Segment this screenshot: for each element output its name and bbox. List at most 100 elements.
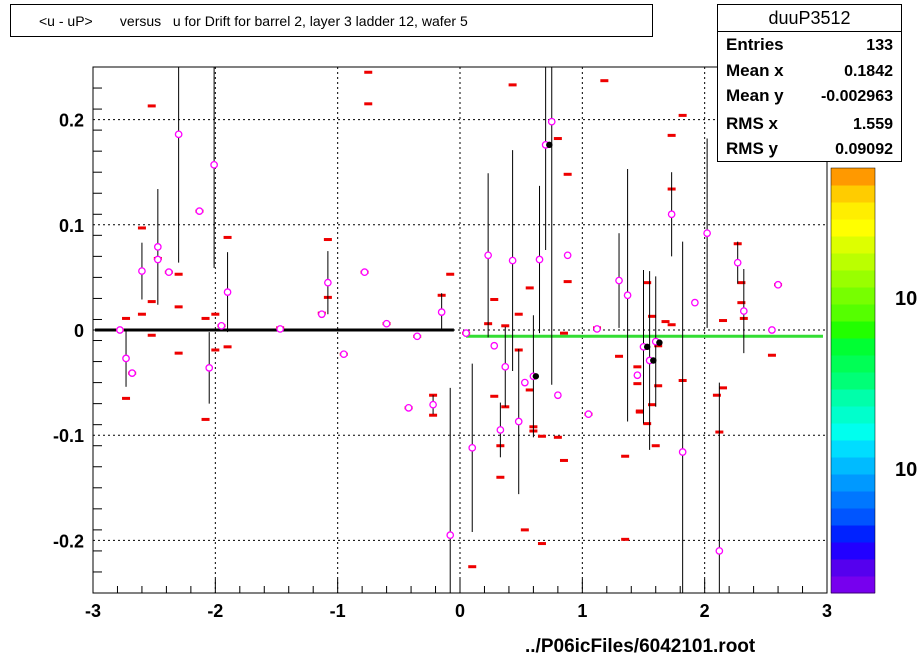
data-point xyxy=(633,371,642,380)
bin-marker xyxy=(559,331,568,335)
stats-value: 133 xyxy=(866,37,893,54)
data-point xyxy=(584,410,593,419)
data-point xyxy=(547,117,556,126)
palette-cell xyxy=(831,355,875,373)
bin-marker xyxy=(667,323,676,327)
bin-marker xyxy=(737,281,746,285)
data-point xyxy=(733,258,742,267)
palette-cell xyxy=(831,219,875,237)
data-point xyxy=(563,251,572,260)
data-point xyxy=(535,255,544,264)
palette-cell xyxy=(831,474,875,492)
x-tick-label: -1 xyxy=(330,601,346,621)
data-point xyxy=(210,160,218,169)
data-point xyxy=(768,326,776,334)
stats-key: Mean x xyxy=(726,61,784,80)
bin-marker xyxy=(648,314,657,318)
bin-marker xyxy=(553,435,562,439)
chart-title: <u - uP> versus u for Drift for barrel 2… xyxy=(39,13,468,29)
data-point xyxy=(437,308,446,316)
data-point xyxy=(276,325,285,333)
palette-frame xyxy=(830,167,876,594)
bin-marker xyxy=(122,316,131,320)
y-tick-label: -0.1 xyxy=(53,426,84,446)
bin-marker xyxy=(654,384,663,388)
bin-marker xyxy=(514,312,523,316)
data-point xyxy=(339,350,348,359)
data-point xyxy=(413,332,422,341)
stats-value: 0.09092 xyxy=(835,141,893,158)
stats-value: 0.1842 xyxy=(844,63,893,80)
data-point xyxy=(153,243,162,251)
stats-key: Mean y xyxy=(726,86,784,105)
bin-marker xyxy=(147,333,156,337)
data-point-solid xyxy=(546,141,553,149)
stats-key: RMS x xyxy=(726,114,778,133)
bin-marker xyxy=(621,537,630,541)
bin-marker xyxy=(223,235,232,239)
data-point xyxy=(217,321,226,330)
bin-marker xyxy=(678,113,687,117)
data-point xyxy=(554,391,562,400)
bin-marker xyxy=(429,413,438,417)
palette-cell xyxy=(831,576,875,594)
bin-marker xyxy=(490,297,499,301)
data-point xyxy=(223,288,232,296)
bin-marker xyxy=(635,410,644,414)
data-point xyxy=(195,207,204,215)
bin-marker xyxy=(364,70,373,74)
bin-marker xyxy=(211,312,220,316)
palette-cell xyxy=(831,389,875,407)
palette-label: 10 xyxy=(895,288,917,310)
palette-cell xyxy=(831,304,875,322)
data-point xyxy=(116,326,124,334)
bin-marker xyxy=(508,83,517,87)
bin-marker xyxy=(147,104,156,108)
bin-marker xyxy=(553,137,562,141)
bin-marker xyxy=(201,417,210,421)
x-tick-label: 1 xyxy=(577,601,587,621)
bin-marker xyxy=(137,226,146,230)
data-point xyxy=(174,130,183,139)
bin-marker xyxy=(737,301,746,305)
bin-marker xyxy=(174,351,183,355)
palette-cell xyxy=(831,321,875,339)
bin-marker xyxy=(537,434,546,438)
palette-cell xyxy=(831,491,875,509)
data-point xyxy=(360,268,369,276)
stats-box: duuP3512 Entries 133 Mean x 0.1842 Mean … xyxy=(717,4,902,162)
data-point xyxy=(774,280,782,289)
data-point xyxy=(514,417,523,426)
bin-marker xyxy=(712,393,721,397)
stats-value: 1.559 xyxy=(852,116,893,133)
palette-cell xyxy=(831,287,875,305)
bin-marker xyxy=(600,79,609,83)
data-point xyxy=(382,319,391,328)
palette-cell xyxy=(831,185,875,203)
x-tick-label: -3 xyxy=(85,601,101,621)
bin-marker xyxy=(323,238,332,242)
data-point xyxy=(128,369,136,377)
palette-cell xyxy=(831,202,875,220)
palette-cell xyxy=(831,406,875,424)
bin-marker xyxy=(621,454,630,458)
palette-cell xyxy=(831,542,875,560)
data-point xyxy=(739,307,748,315)
bin-marker xyxy=(201,316,210,320)
bin-marker xyxy=(633,365,642,369)
data-point-solid xyxy=(532,373,540,380)
y-tick-label: -0.2 xyxy=(53,531,84,551)
y-tick-label: 0.2 xyxy=(59,111,84,131)
data-point xyxy=(484,251,492,260)
bin-marker xyxy=(496,475,505,479)
data-point xyxy=(317,310,326,319)
bin-marker xyxy=(537,542,546,546)
palette-label: 10 xyxy=(895,459,917,481)
stats-key: Entries xyxy=(726,35,784,54)
bin-marker xyxy=(174,272,183,276)
data-point xyxy=(667,210,676,219)
bin-marker xyxy=(643,422,652,426)
data-point xyxy=(138,267,146,275)
stats-value: -0.002963 xyxy=(820,88,893,105)
bin-marker xyxy=(490,394,499,398)
